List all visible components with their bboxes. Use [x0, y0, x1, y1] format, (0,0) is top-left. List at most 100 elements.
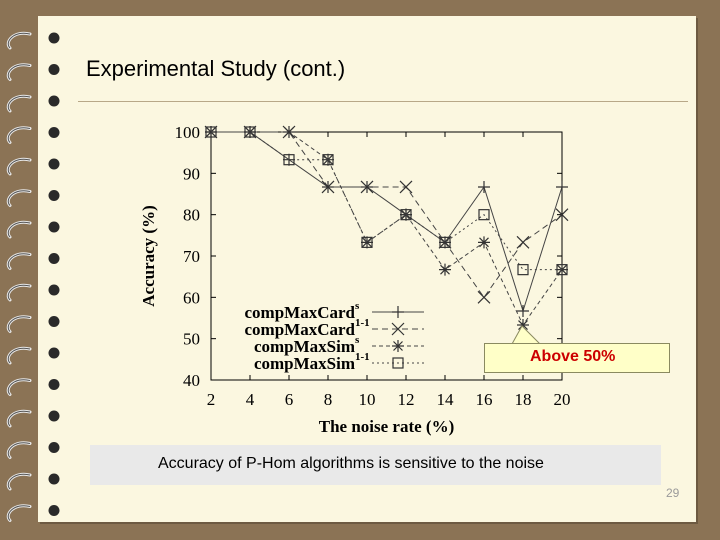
binding-ring-outline — [7, 158, 31, 175]
binding-hole — [48, 95, 60, 107]
x-marker — [477, 290, 491, 304]
slide-caption: Accuracy of P-Hom algorithms is sensitiv… — [158, 455, 544, 472]
x-tick-label: 4 — [246, 390, 255, 409]
spiral-binding — [6, 31, 60, 522]
y-axis-label: Accuracy (%) — [139, 205, 158, 307]
binding-hole — [48, 505, 60, 516]
legend-superscript: 1-1 — [355, 351, 370, 363]
square-marker — [400, 209, 412, 221]
binding-hole — [48, 158, 60, 170]
asterisk-marker — [556, 263, 568, 276]
binding-ring-outline — [7, 410, 31, 427]
binding-ring-outline — [7, 95, 31, 112]
binding-ring-outline — [7, 190, 31, 206]
asterisk-marker — [439, 263, 451, 276]
slide-background — [38, 16, 696, 522]
binding-hole — [48, 32, 60, 44]
y-tick-label: 50 — [183, 330, 200, 349]
binding-ring-outline — [7, 64, 31, 80]
square-marker — [244, 126, 256, 138]
asterisk-marker — [361, 236, 373, 249]
binding-hole — [48, 253, 60, 264]
caption-box — [90, 445, 661, 485]
x-tick-label: 18 — [515, 390, 532, 409]
page-number: 29 — [666, 486, 680, 500]
square-marker — [322, 154, 334, 166]
series-group — [205, 126, 568, 317]
binding-ring-outline — [7, 32, 31, 49]
binding-ring-outline — [7, 221, 31, 238]
square-marker — [556, 264, 568, 276]
binding-ring-outline — [7, 316, 31, 332]
x-tick-label: 12 — [398, 390, 415, 409]
series-line — [211, 131, 563, 313]
series-line — [211, 131, 562, 271]
binding-hole — [48, 410, 60, 422]
callout-text: Above 50% — [530, 348, 616, 365]
square-marker — [392, 357, 404, 369]
y-tick-label: 80 — [183, 206, 200, 225]
legend-superscript: s — [355, 334, 360, 346]
y-tick-label: 40 — [183, 371, 200, 390]
legend-label: compMaxCard — [245, 320, 356, 339]
x-marker — [438, 235, 452, 249]
binding-ring-outline — [7, 127, 31, 143]
square-marker — [361, 236, 373, 248]
binding-ring-outline — [7, 505, 31, 521]
binding-hole — [48, 379, 60, 390]
plus-marker — [392, 306, 404, 318]
binding-ring-outline — [7, 442, 31, 458]
legend-label: compMaxSim — [254, 337, 355, 356]
binding-hole — [48, 190, 60, 201]
x-marker — [391, 322, 405, 336]
binding-hole — [48, 284, 60, 296]
plus-marker — [517, 304, 529, 317]
square-marker — [439, 236, 451, 248]
asterisk-marker — [392, 340, 404, 352]
binding-ring-outline — [7, 379, 31, 395]
binding-hole — [48, 442, 60, 453]
callout-box — [484, 343, 670, 373]
legend-superscript: 1-1 — [355, 317, 370, 329]
x-tick-label: 10 — [359, 390, 376, 409]
asterisk-marker — [478, 236, 490, 249]
binding-hole — [48, 127, 60, 138]
y-tick-label: 100 — [175, 123, 201, 142]
x-tick-label: 20 — [554, 390, 571, 409]
binding-hole — [48, 473, 60, 485]
x-marker — [360, 180, 374, 194]
asterisk-marker — [517, 319, 529, 332]
y-tick-label: 70 — [183, 247, 200, 266]
x-axis-label: The noise rate (%) — [319, 417, 455, 436]
x-tick-label: 16 — [476, 390, 493, 409]
plus-marker — [478, 180, 490, 193]
binding-hole — [48, 316, 60, 327]
square-marker — [478, 209, 490, 221]
binding-ring-outline — [7, 253, 31, 269]
binding-hole — [48, 347, 60, 359]
binding-ring-outline — [7, 284, 31, 301]
square-marker — [283, 154, 295, 166]
legend-label: compMaxCard — [245, 303, 356, 322]
slide-title: Experimental Study (cont.) — [86, 56, 346, 81]
x-tick-label: 8 — [324, 390, 333, 409]
binding-ring-outline — [7, 347, 31, 364]
x-marker — [555, 208, 569, 222]
x-marker — [399, 180, 413, 194]
series-group — [204, 125, 569, 304]
x-tick-label: 2 — [207, 390, 216, 409]
asterisk-marker — [244, 126, 256, 138]
plus-marker — [556, 180, 568, 193]
x-tick-label: 14 — [437, 390, 455, 409]
x-tick-label: 6 — [285, 390, 294, 409]
legend-label: compMaxSim — [254, 354, 355, 373]
series-group — [205, 126, 568, 276]
y-tick-label: 60 — [183, 288, 200, 307]
series-line — [211, 131, 563, 299]
x-marker — [321, 180, 335, 194]
x-marker — [516, 235, 530, 249]
asterisk-marker — [283, 126, 295, 138]
legend-superscript: s — [355, 300, 360, 312]
binding-hole — [48, 64, 60, 75]
